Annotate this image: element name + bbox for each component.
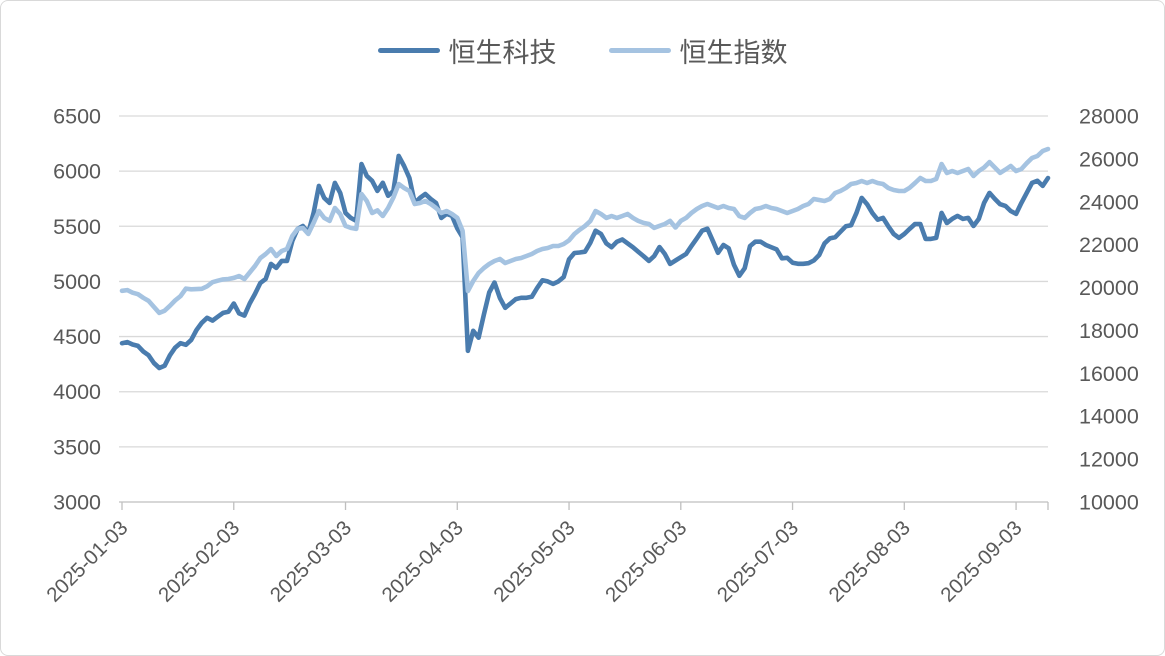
y-axis-label-right: 10000 <box>1079 491 1139 515</box>
series-line-1 <box>119 146 1051 316</box>
y-axis-label-right: 18000 <box>1079 319 1139 343</box>
y-axis-label-left: 5500 <box>53 215 101 239</box>
hstech-line-swatch-icon <box>377 48 440 53</box>
legend-item-hstech: 恒生科技 <box>377 31 557 70</box>
x-axis-label: 2025-08-03 <box>824 516 914 606</box>
y-axis-label-left: 5000 <box>53 270 101 294</box>
y-axis-label-right: 24000 <box>1079 190 1139 214</box>
y-axis-label-left: 4500 <box>53 325 101 349</box>
x-axis-label: 2025-06-03 <box>601 516 691 606</box>
y-axis-label-right: 26000 <box>1079 147 1139 171</box>
y-axis-label-right: 28000 <box>1079 105 1139 129</box>
legend-item-hsi: 恒生指数 <box>608 31 788 70</box>
x-axis-label: 2025-01-03 <box>42 516 132 606</box>
legend-label-hstech: 恒生科技 <box>448 38 557 68</box>
series-line-0 <box>119 153 1051 371</box>
chart-legend: 恒生科技 恒生指数 <box>1 31 1164 70</box>
y-axis-label-right: 16000 <box>1079 362 1139 386</box>
y-axis-label-left: 3000 <box>53 491 101 515</box>
x-axis-label: 2025-03-03 <box>266 516 356 606</box>
y-axis-label-left: 4000 <box>53 380 101 404</box>
x-axis-label: 2025-07-03 <box>713 516 803 606</box>
x-axis-label: 2025-05-03 <box>489 516 579 606</box>
hsi-line-swatch-icon <box>608 48 671 53</box>
x-axis-label: 2025-02-03 <box>154 516 244 606</box>
x-axis-label: 2025-09-03 <box>936 516 1026 606</box>
y-axis-label-left: 6500 <box>53 105 101 129</box>
x-axis-label: 2025-04-03 <box>377 516 467 606</box>
y-axis-label-right: 20000 <box>1079 276 1139 300</box>
y-axis-label-right: 12000 <box>1079 448 1139 472</box>
y-axis-label-right: 22000 <box>1079 233 1139 257</box>
y-axis-label-left: 6000 <box>53 160 101 184</box>
y-axis-label-right: 14000 <box>1079 405 1139 429</box>
y-axis-label-left: 3500 <box>53 435 101 459</box>
legend-label-hsi: 恒生指数 <box>679 38 788 68</box>
